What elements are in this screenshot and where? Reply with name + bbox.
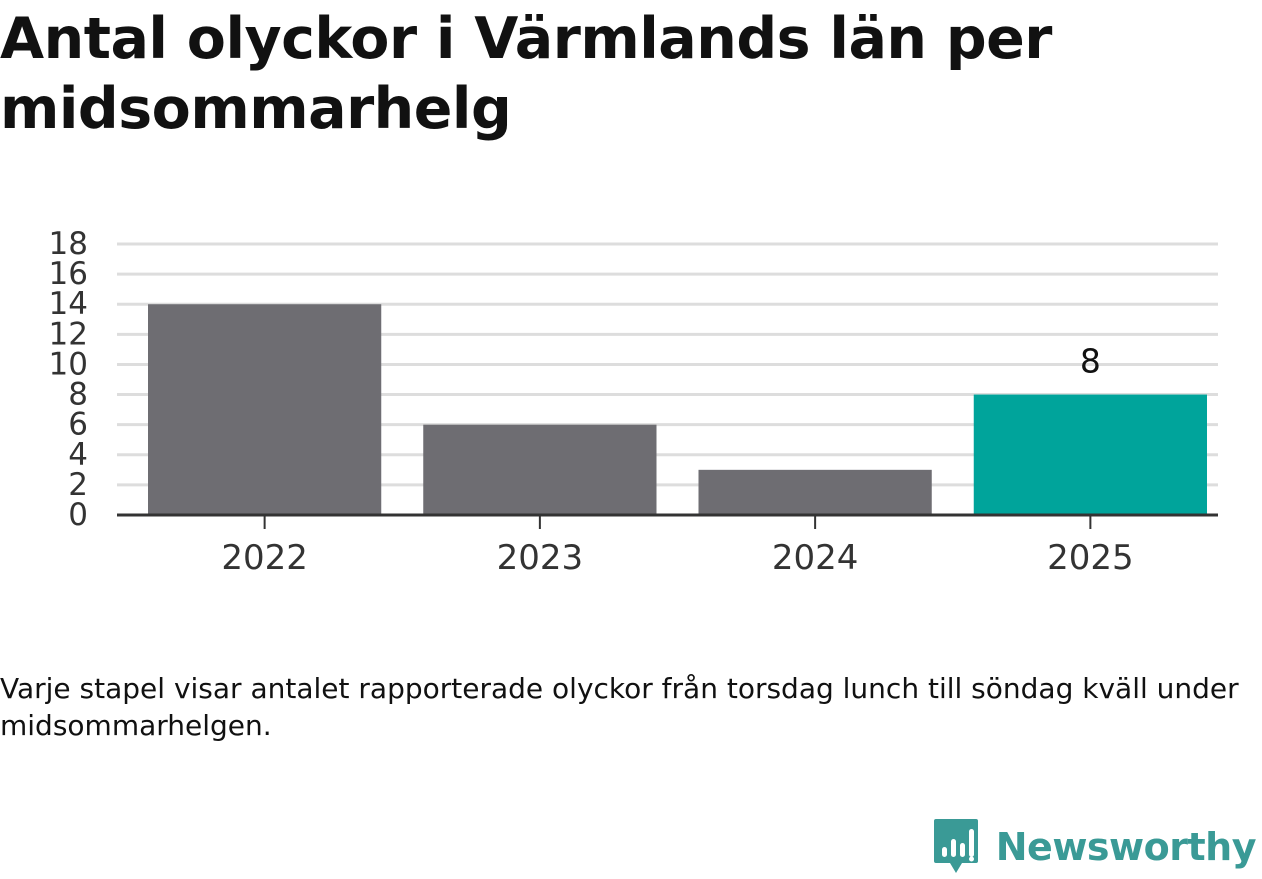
x-tick-label: 2023 [497, 538, 584, 578]
bars [148, 304, 1207, 515]
data-labels: 8 [1080, 342, 1101, 381]
y-tick-label: 4 [68, 437, 88, 473]
brand-logo: Newsworthy [932, 817, 1257, 877]
y-tick-label: 14 [49, 286, 88, 322]
x-tick-label: 2025 [1047, 538, 1134, 578]
y-tick-label: 8 [68, 377, 88, 413]
bar-2022 [148, 304, 382, 515]
y-tick-label: 10 [49, 346, 88, 382]
x-tick-label: 2022 [221, 538, 308, 578]
bar-2025 [973, 394, 1207, 515]
chart-title: Antal olyckor i Värmlands län per midsom… [0, 6, 1052, 142]
data-label: 8 [1080, 342, 1101, 381]
bar-2024 [698, 469, 932, 515]
bar-2023 [423, 424, 657, 515]
y-tick-label: 12 [49, 316, 88, 352]
x-axis-ticks: 2022 2023 2024 2025 [221, 515, 1134, 578]
x-tick-label: 2024 [772, 538, 859, 578]
chart-caption: Varje stapel visar antalet rapporterade … [0, 672, 1239, 742]
y-tick-label: 16 [49, 256, 88, 292]
y-tick-label: 18 [49, 226, 88, 262]
y-tick-label: 2 [68, 467, 88, 503]
brand-name: Newsworthy [995, 825, 1257, 869]
newsworthy-logo-icon [933, 819, 978, 873]
y-tick-label: 6 [68, 407, 88, 443]
y-tick-label: 0 [68, 497, 88, 533]
